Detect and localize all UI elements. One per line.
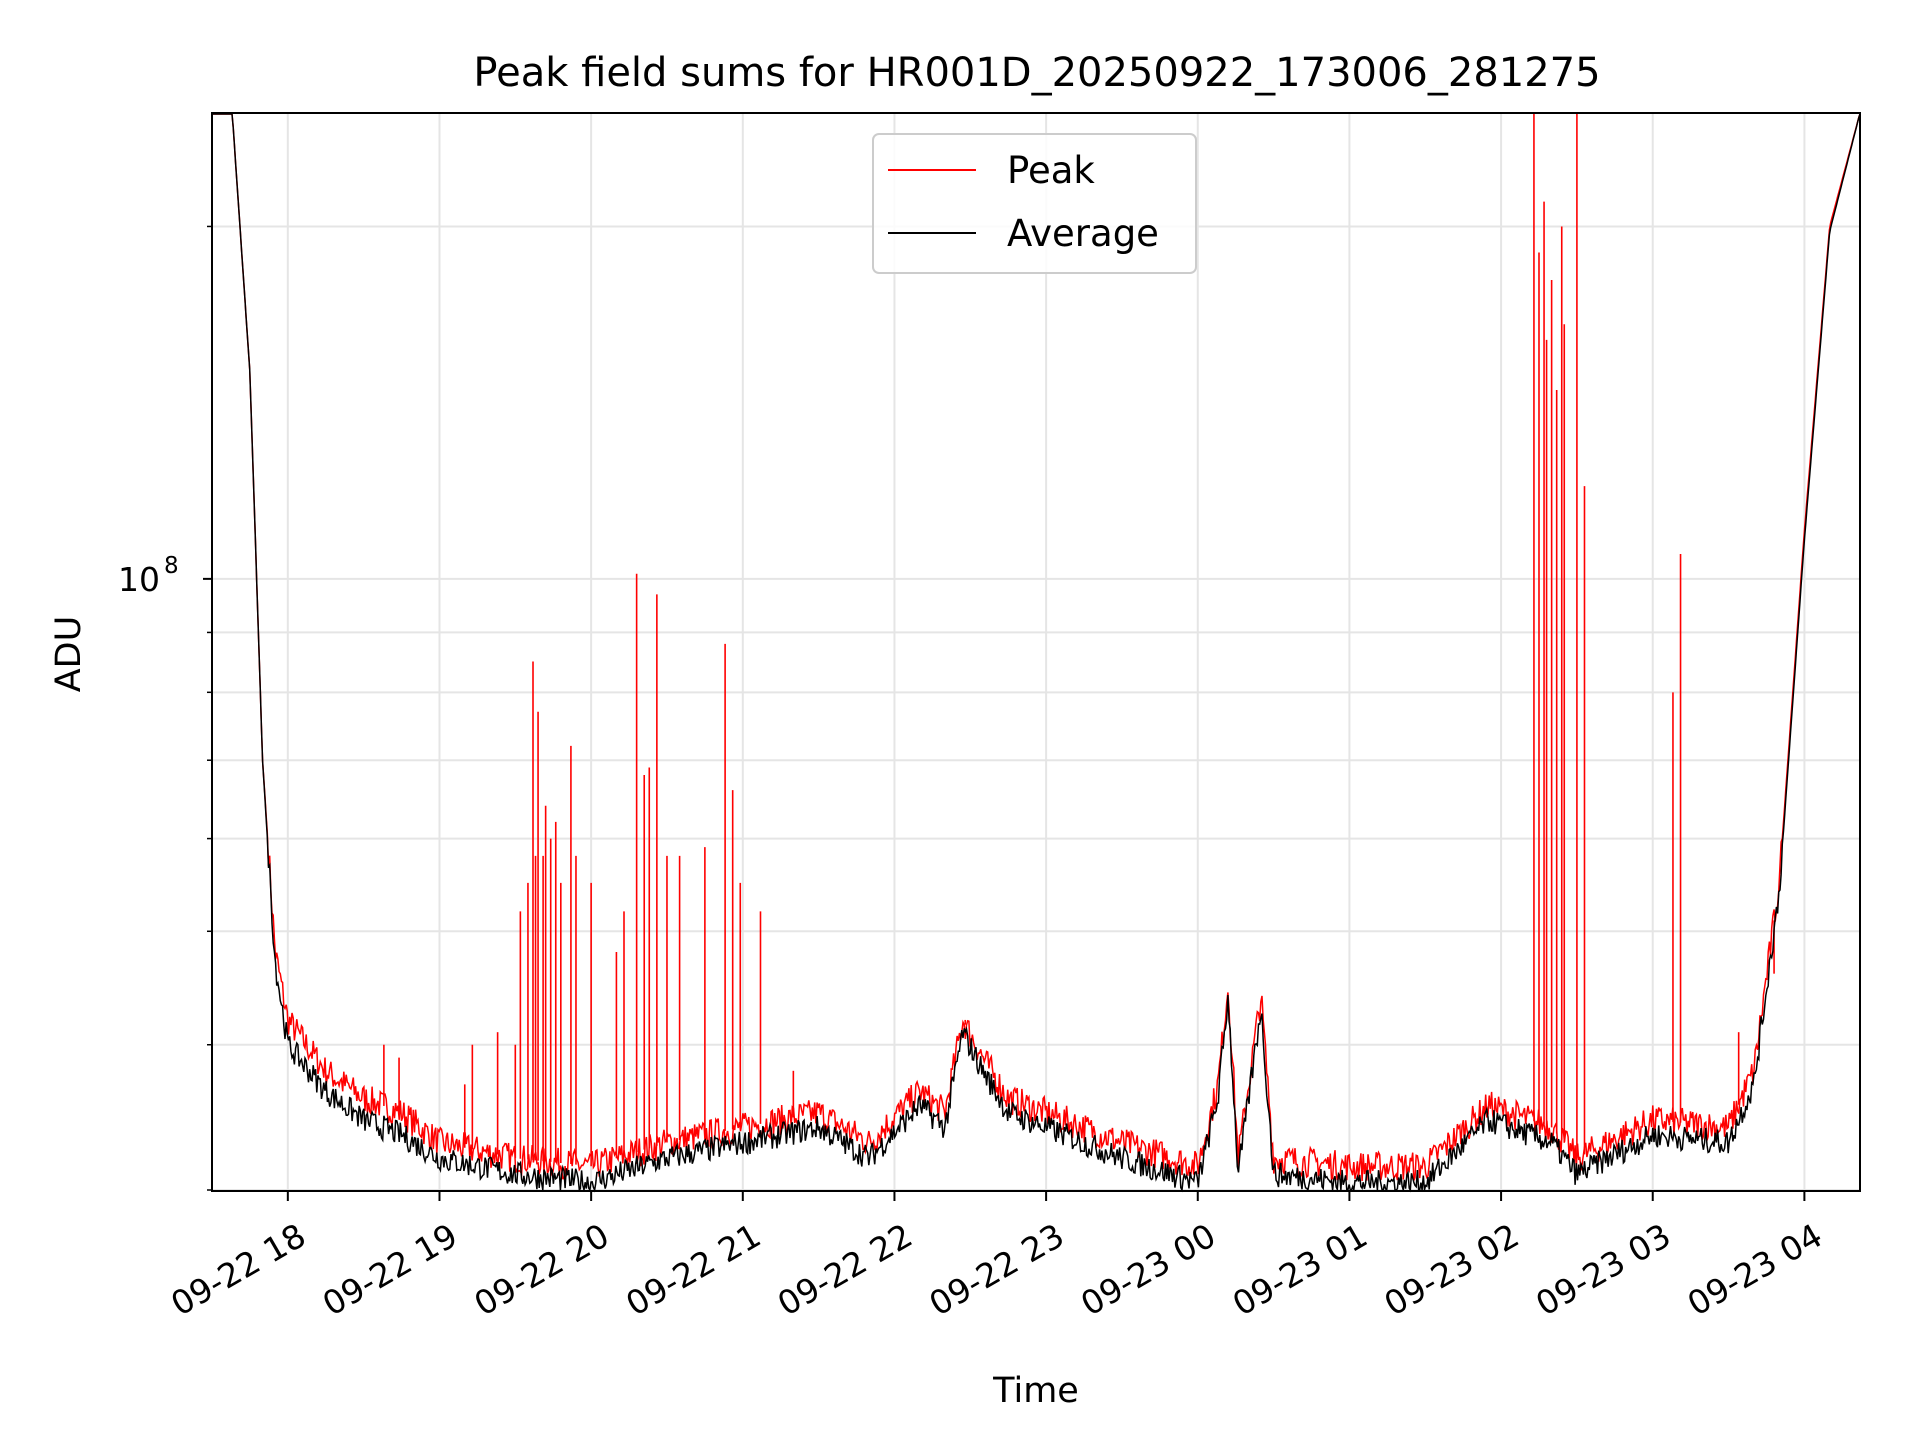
y-axis-label: ADU (49, 616, 89, 693)
x-axis-label: Time (992, 1371, 1079, 1411)
average-series-line (212, 113, 1861, 1193)
y-tick-exponent: 8 (164, 553, 179, 579)
axes-frame (211, 112, 1861, 1192)
ticks (203, 225, 1806, 1201)
legend-average-label: Average (1007, 212, 1159, 255)
chart-title: Peak field sums for HR001D_20250922_1730… (473, 50, 1600, 96)
plot-area (212, 113, 1861, 1193)
legend-peak-label: Peak (1007, 149, 1095, 192)
legend: Peak Average (872, 133, 1197, 274)
legend-box (872, 133, 1197, 274)
grid (212, 113, 1860, 1191)
peak-series-line (212, 113, 1861, 1182)
y-tick-label: 10 (118, 560, 160, 599)
